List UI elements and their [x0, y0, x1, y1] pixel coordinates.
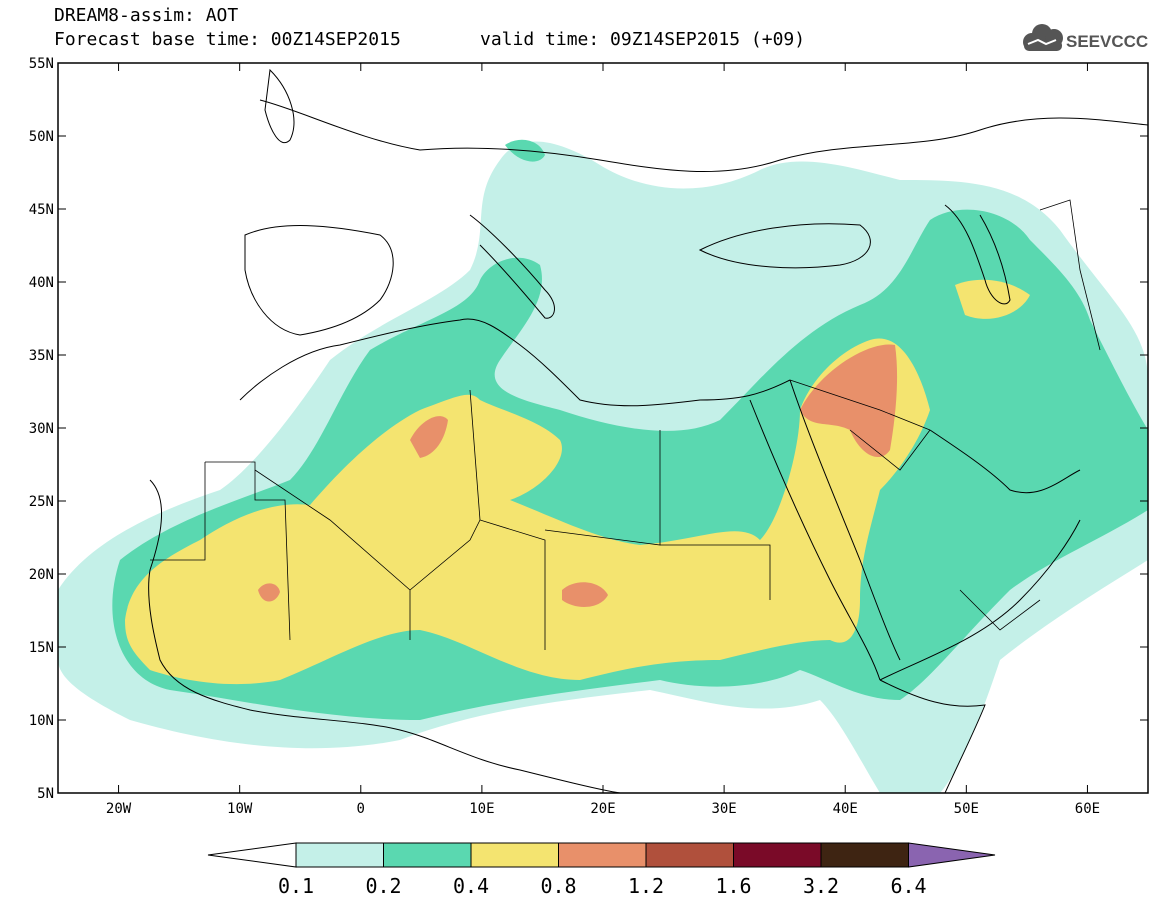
- colorbar-box: [295, 842, 384, 868]
- x-tick-label: 10W: [227, 801, 253, 817]
- y-tick-label: 50N: [29, 129, 54, 145]
- x-tick-label: 20W: [106, 801, 132, 817]
- y-axis: 55N 50N 45N 40N 35N 30N 25N 20N 15N 10N 5N: [29, 56, 1148, 802]
- forecast-base-time: Forecast base time: 00Z14SEP2015: [54, 29, 401, 50]
- colorbar-box: [645, 842, 734, 868]
- colorbar-min-arrow: [207, 842, 297, 868]
- colorbar-box: [733, 842, 822, 868]
- x-tick-label: 50E: [954, 801, 979, 817]
- colorbar-level-label: 3.2: [803, 874, 839, 898]
- colorbar-level-label: 1.2: [628, 874, 664, 898]
- coast-caspian: [944, 204, 1011, 305]
- seevccc-logo: SEEVCCC: [1023, 24, 1148, 51]
- x-tick-label: 0: [357, 801, 365, 817]
- aot-band-0.8-d: [800, 344, 898, 458]
- coast-red-sea-east: [789, 379, 901, 661]
- colorbar-level-label: 0.2: [365, 874, 401, 898]
- colorbar-level-label: 0.1: [278, 874, 314, 898]
- aot-band-0.4-east: [955, 279, 1030, 319]
- x-tick-label: 60E: [1075, 801, 1100, 817]
- y-tick-label: 45N: [29, 202, 54, 218]
- y-tick-label: 25N: [29, 494, 54, 510]
- coast-italy: [469, 214, 555, 319]
- colorbar-box: [383, 842, 472, 868]
- valid-time: valid time: 09Z14SEP2015 (+09): [480, 29, 806, 50]
- y-tick-label: 10N: [29, 713, 54, 729]
- logo-text: SEEVCCC: [1066, 32, 1148, 51]
- x-tick-label: 30E: [711, 801, 736, 817]
- colorbar-level-label: 1.6: [715, 874, 751, 898]
- colorbar-box: [470, 842, 559, 868]
- colorbar-box: [820, 842, 909, 868]
- x-axis: 20W 10W 0 10E 20E 30E 40E 50E 60E: [106, 63, 1100, 817]
- coast-iberia: [244, 225, 394, 336]
- coast-horn: [879, 679, 986, 793]
- coast-west-africa: [148, 479, 621, 793]
- colorbar-max-arrow: [908, 842, 996, 868]
- aot-band-0.8-c: [562, 582, 608, 607]
- colorbar-box: [558, 842, 647, 868]
- x-tick-label: 40E: [833, 801, 858, 817]
- coast-persian-gulf: [929, 429, 1081, 494]
- colorbar-level-label: 0.8: [540, 874, 576, 898]
- y-tick-label: 30N: [29, 421, 54, 437]
- colorbar-labels: 0.1 0.2 0.4 0.8 1.2 1.6 3.2 6.4: [278, 874, 927, 898]
- coast-britain: [264, 68, 295, 143]
- coast-red-sea: [749, 399, 881, 681]
- coast-black-sea: [698, 223, 871, 269]
- y-tick-label: 40N: [29, 275, 54, 291]
- y-tick-label: 35N: [29, 348, 54, 364]
- aot-field: [58, 139, 1148, 793]
- chart-title: DREAM8-assim: AOT: [54, 5, 239, 26]
- colorbar-boxes: [207, 842, 996, 868]
- x-tick-label: 20E: [590, 801, 615, 817]
- y-tick-label: 20N: [29, 567, 54, 583]
- colorbar-level-label: 6.4: [890, 874, 926, 898]
- aot-band-0.8-b: [258, 583, 280, 602]
- coast-europe: [259, 99, 1148, 173]
- y-tick-label: 55N: [29, 56, 54, 72]
- aot-band-0.8-a: [410, 416, 448, 458]
- colorbar-level-label: 0.4: [453, 874, 489, 898]
- x-tick-label: 10E: [469, 801, 494, 817]
- coastlines: [148, 68, 1148, 793]
- coast-mediterranean: [239, 318, 791, 407]
- country-borders: [150, 199, 1101, 650]
- coast-arabia: [879, 519, 1081, 681]
- y-tick-label: 15N: [29, 640, 54, 656]
- aot-band-0.4: [125, 338, 930, 685]
- y-tick-label: 5N: [37, 786, 54, 802]
